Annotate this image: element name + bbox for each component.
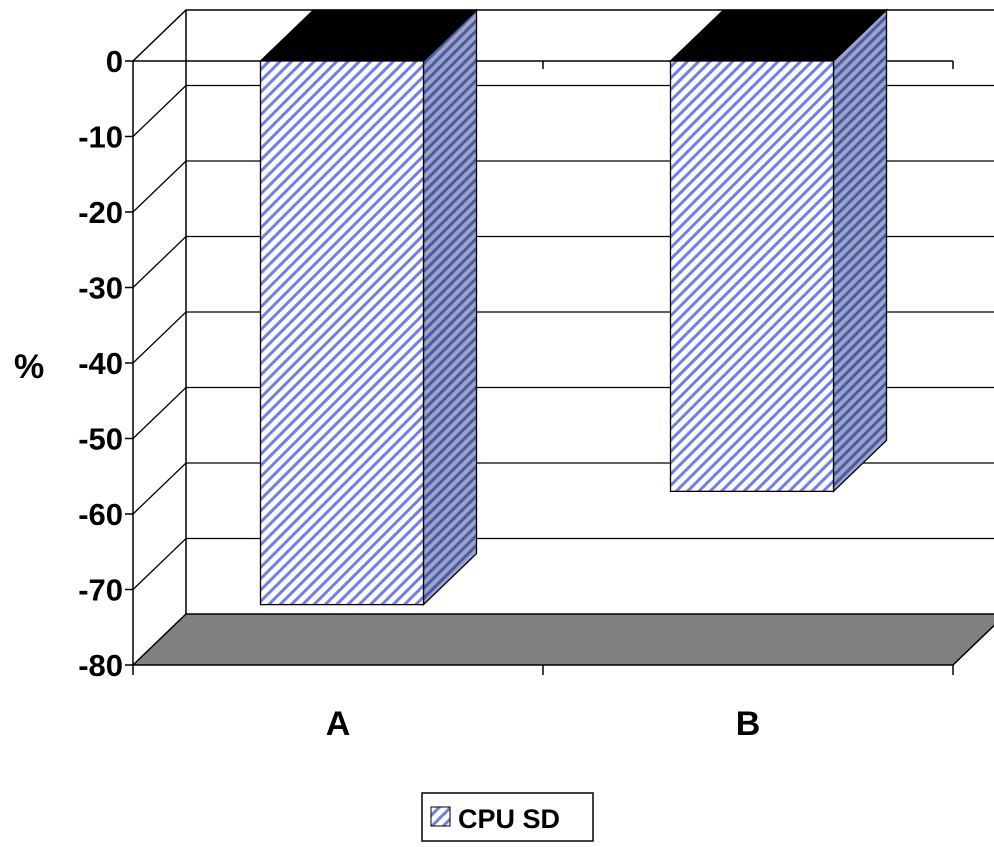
y-tick-label: -10 bbox=[78, 120, 123, 155]
bar-front-face bbox=[669, 60, 835, 493]
bars bbox=[258, 8, 889, 607]
legend-label: CPU SD bbox=[458, 804, 560, 834]
y-tick-label: -50 bbox=[78, 422, 123, 457]
legend: CPU SD bbox=[421, 792, 594, 842]
x-category-label: A bbox=[326, 705, 351, 743]
y-tick-label: -80 bbox=[78, 648, 123, 683]
legend-swatch bbox=[430, 806, 451, 827]
y-tick-label: -70 bbox=[78, 573, 123, 608]
bar-side-face bbox=[832, 8, 888, 493]
y-tick-label: -20 bbox=[78, 195, 123, 230]
bar-front-face bbox=[259, 60, 425, 606]
bar-B bbox=[668, 8, 889, 493]
y-tick-label: 0 bbox=[106, 44, 123, 79]
gridlines bbox=[132, 84, 994, 590]
chart-floor bbox=[131, 613, 994, 666]
gridline bbox=[132, 537, 994, 590]
y-axis-title: % bbox=[14, 348, 44, 386]
y-tick-label: -40 bbox=[78, 346, 123, 381]
y-tick-label: -30 bbox=[78, 271, 123, 306]
x-category-label: B bbox=[736, 705, 761, 743]
bar-side-face bbox=[422, 8, 478, 607]
tick-labels: 0 -10 -20 -30 -40 -50 -60 -70 -80 A B bbox=[78, 44, 760, 743]
floor-plane bbox=[131, 613, 994, 666]
bar-A bbox=[258, 8, 479, 607]
y-tick-label: -60 bbox=[78, 497, 123, 532]
